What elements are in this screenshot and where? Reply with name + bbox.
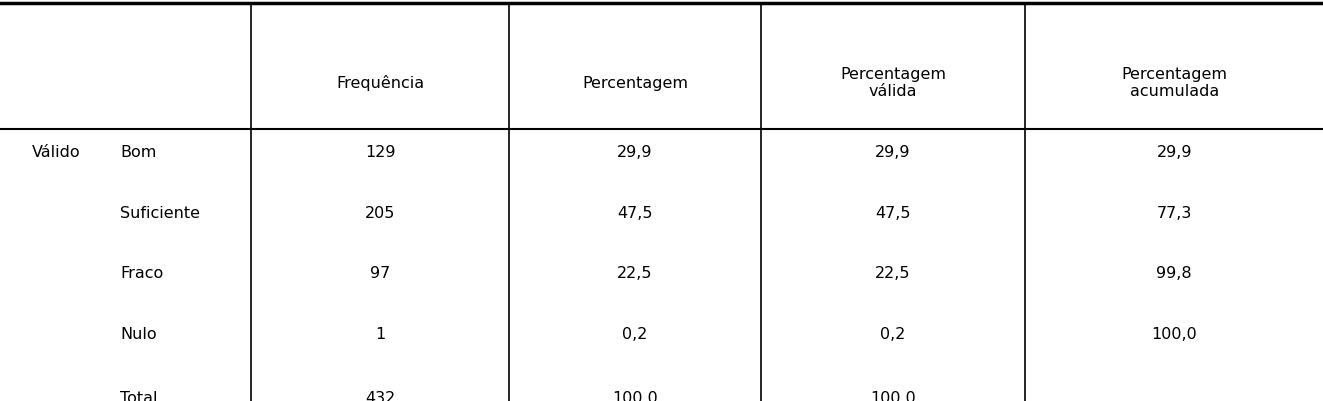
Text: 97: 97 bbox=[370, 265, 390, 280]
Text: 0,2: 0,2 bbox=[880, 326, 906, 341]
Text: 100,0: 100,0 bbox=[613, 390, 658, 401]
Text: 22,5: 22,5 bbox=[618, 265, 652, 280]
Text: Frequência: Frequência bbox=[336, 75, 425, 91]
Text: 77,3: 77,3 bbox=[1156, 205, 1192, 220]
Text: 47,5: 47,5 bbox=[618, 205, 652, 220]
Text: 432: 432 bbox=[365, 390, 396, 401]
Text: 29,9: 29,9 bbox=[1156, 145, 1192, 160]
Text: Fraco: Fraco bbox=[120, 265, 164, 280]
Text: 0,2: 0,2 bbox=[622, 326, 648, 341]
Text: Percentagem
acumulada: Percentagem acumulada bbox=[1121, 67, 1228, 99]
Text: 22,5: 22,5 bbox=[876, 265, 910, 280]
Text: Total: Total bbox=[120, 390, 157, 401]
Text: Percentagem
válida: Percentagem válida bbox=[840, 67, 946, 99]
Text: 29,9: 29,9 bbox=[618, 145, 652, 160]
Text: Nulo: Nulo bbox=[120, 326, 157, 341]
Text: 129: 129 bbox=[365, 145, 396, 160]
Text: Suficiente: Suficiente bbox=[120, 205, 200, 220]
Text: 47,5: 47,5 bbox=[876, 205, 910, 220]
Text: Bom: Bom bbox=[120, 145, 156, 160]
Text: 100,0: 100,0 bbox=[1151, 326, 1197, 341]
Text: 29,9: 29,9 bbox=[876, 145, 910, 160]
Text: 1: 1 bbox=[376, 326, 385, 341]
Text: 205: 205 bbox=[365, 205, 396, 220]
Text: 100,0: 100,0 bbox=[871, 390, 916, 401]
Text: Percentagem: Percentagem bbox=[582, 75, 688, 90]
Text: Válido: Válido bbox=[32, 145, 81, 160]
Text: 99,8: 99,8 bbox=[1156, 265, 1192, 280]
